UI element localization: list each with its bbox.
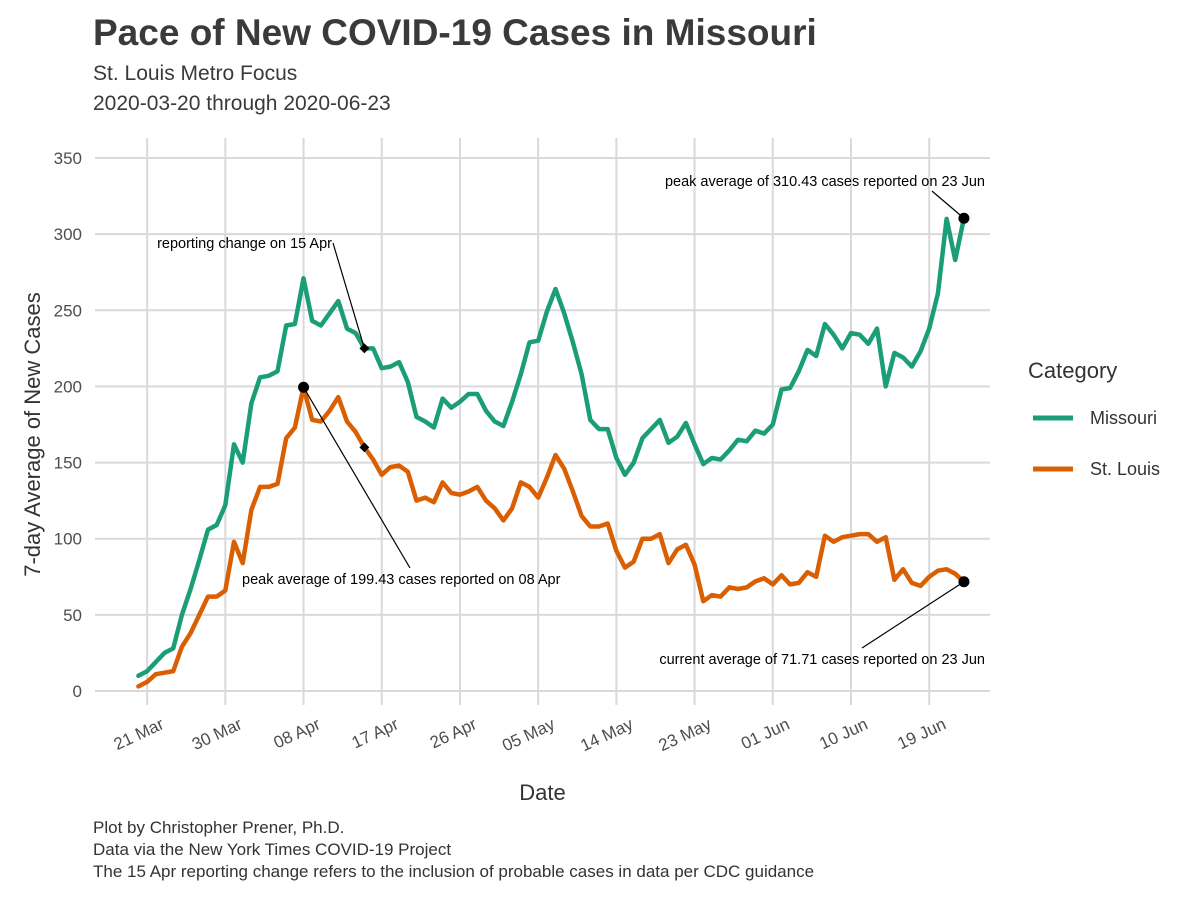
reporting-change-marker [359,442,370,453]
x-tick-label: 19 Jun [895,714,949,753]
series-line-missouri [136,216,967,679]
x-tick-label: 17 Apr [349,714,402,752]
x-tick-label: 21 Mar [111,714,167,754]
legend-label: St. Louis [1090,459,1160,479]
annotation-label: peak average of 199.43 cases reported on… [242,572,561,588]
reporting-change-marker [359,343,370,354]
y-tick-label: 350 [54,149,82,168]
x-tick-label: 23 May [656,714,715,755]
annotation-point [958,212,970,224]
x-tick-label: 08 Apr [271,714,324,752]
x-tick-label: 01 Jun [738,714,792,753]
chart-title: Pace of New COVID-19 Cases in Missouri [93,12,817,53]
legend-title: Category [1028,358,1117,383]
annotation-leader-line [303,386,411,569]
caption-author: Plot by Christopher Prener, Ph.D. [93,818,345,837]
caption-source: Data via the New York Times COVID-19 Pro… [93,840,452,859]
annotation-leader-line [931,190,965,219]
y-tick-label: 50 [63,606,82,625]
y-tick-label: 0 [73,682,82,701]
y-axis-title: 7-day Average of New Cases [20,292,45,577]
annotation-point [958,576,970,588]
chart-subtitle-line-2: 2020-03-20 through 2020-06-23 [93,92,391,115]
caption-note: The 15 Apr reporting change refers to th… [93,862,815,881]
y-tick-label: 250 [54,301,82,320]
x-tick-label: 26 Apr [427,714,480,752]
x-tick-label: 10 Jun [816,714,870,753]
y-tick-label: 150 [54,454,82,473]
x-tick-label: 05 May [499,714,558,755]
annotation-label: peak average of 310.43 cases reported on… [665,174,985,190]
x-axis-title: Date [519,780,565,805]
annotation-label: reporting change on 15 Apr [157,236,332,252]
x-tick-label: 30 Mar [189,714,245,754]
annotation-leader-line [332,242,365,349]
annotation-point [298,381,310,393]
y-tick-label: 100 [54,530,82,549]
annotation-label: current average of 71.71 cases reported … [659,652,985,668]
series-line-st-louis [136,385,967,689]
y-tick-label: 300 [54,225,82,244]
x-tick-label: 14 May [577,714,636,755]
annotation-leader-line [861,581,965,649]
legend-label: Missouri [1090,408,1157,428]
y-tick-label: 200 [54,377,82,396]
chart-subtitle-line-1: St. Louis Metro Focus [93,62,298,85]
